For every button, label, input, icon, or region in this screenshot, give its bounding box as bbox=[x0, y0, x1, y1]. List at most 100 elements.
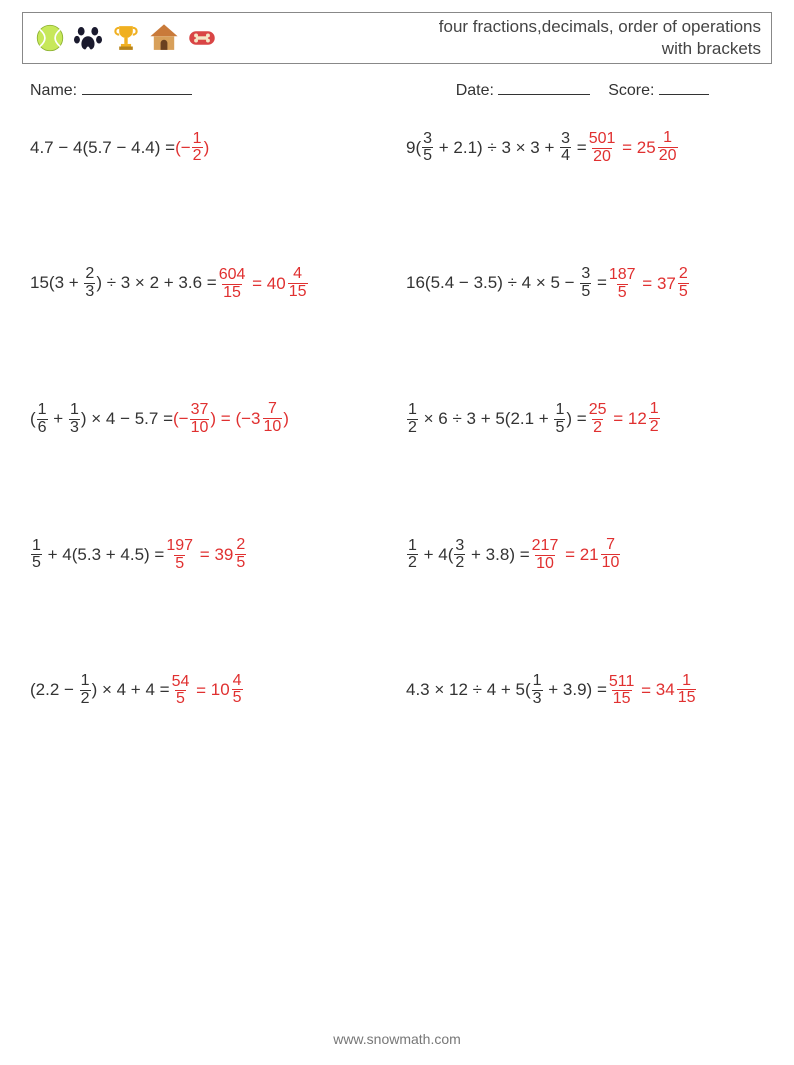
problem-expression: 12 × 6 ÷ 3 + 5(2.1 + 15) = bbox=[406, 402, 587, 437]
fraction: 13 bbox=[69, 402, 80, 437]
problem-answer: 51115 = 34115 bbox=[607, 673, 698, 709]
fraction: 13 bbox=[532, 673, 543, 708]
math-text: 4.3 × 12 ÷ 4 + 5( bbox=[406, 680, 531, 699]
fraction: 3710 bbox=[190, 402, 210, 437]
math-text: + 4( bbox=[419, 544, 454, 563]
title-line2: with brackets bbox=[662, 39, 761, 58]
fraction: 545 bbox=[171, 674, 191, 709]
mixed-fraction: 34115 bbox=[656, 673, 698, 708]
mixed-fraction: 1212 bbox=[628, 401, 661, 436]
info-line: Name: Date: Score: bbox=[30, 80, 764, 100]
problem-4: 16(5.4 − 3.5) ÷ 4 × 5 − 35 = 1875 = 3725 bbox=[406, 266, 764, 302]
math-text: ) bbox=[204, 137, 210, 156]
math-text: (− bbox=[175, 137, 191, 156]
mixed-fraction: 40415 bbox=[267, 266, 309, 301]
problem-answer: 252 = 1212 bbox=[587, 401, 661, 437]
score-label: Score: bbox=[608, 82, 654, 99]
worksheet-title: four fractions,decimals, order of operat… bbox=[439, 16, 761, 60]
math-text: + 2.1) ÷ 3 × 3 + bbox=[434, 137, 559, 156]
problem-expression: 12 + 4(32 + 3.8) = bbox=[406, 538, 530, 573]
math-text: 9( bbox=[406, 137, 421, 156]
math-text: = bbox=[608, 409, 627, 428]
date-blank bbox=[498, 80, 590, 95]
bone-tag-icon bbox=[185, 21, 219, 55]
math-text: (2.2 − bbox=[30, 680, 79, 699]
header-box: four fractions,decimals, order of operat… bbox=[22, 12, 772, 64]
problem-expression: (2.2 − 12) × 4 + 4 = bbox=[30, 673, 170, 708]
fraction: 60415 bbox=[218, 267, 247, 302]
math-text: ) = (− bbox=[210, 409, 251, 428]
math-text: + 3.9) = bbox=[544, 680, 607, 699]
fraction: 35 bbox=[580, 266, 591, 301]
problem-1: 4.7 − 4(5.7 − 4.4) = (−12) bbox=[30, 130, 388, 166]
math-text: + bbox=[49, 409, 68, 428]
score-blank bbox=[659, 80, 709, 95]
math-text: = bbox=[638, 274, 657, 293]
math-text: × 6 ÷ 3 + 5(2.1 + bbox=[419, 409, 554, 428]
math-text: ) ÷ 3 × 2 + 3.6 = bbox=[96, 273, 216, 292]
problem-9: (2.2 − 12) × 4 + 4 = 545 = 1045 bbox=[30, 673, 388, 709]
dog-house-icon bbox=[147, 21, 181, 55]
math-text: (− bbox=[173, 409, 189, 428]
math-text: + 3.8) = bbox=[466, 544, 529, 563]
problems-grid: 4.7 − 4(5.7 − 4.4) = (−12)9(35 + 2.1) ÷ … bbox=[30, 130, 764, 708]
mixed-fraction: 3725 bbox=[657, 266, 690, 301]
problem-answer: (−12) bbox=[175, 131, 209, 166]
problem-7: 15 + 4(5.3 + 4.5) = 1975 = 3925 bbox=[30, 537, 388, 573]
trophy-icon bbox=[109, 21, 143, 55]
fraction: 34 bbox=[560, 131, 571, 166]
mixed-fraction: 1045 bbox=[211, 673, 244, 708]
problem-expression: 15(3 + 23) ÷ 3 × 2 + 3.6 = bbox=[30, 266, 217, 301]
math-text: 16(5.4 − 3.5) ÷ 4 × 5 − bbox=[406, 273, 579, 292]
math-text: ) × 4 − 5.7 = bbox=[81, 409, 173, 428]
math-text: = bbox=[572, 137, 587, 156]
problem-answer: 1875 = 3725 bbox=[607, 266, 690, 302]
problem-expression: (16 + 13) × 4 − 5.7 = bbox=[30, 402, 173, 437]
mixed-fraction: 3925 bbox=[214, 537, 247, 572]
fraction: 16 bbox=[37, 402, 48, 437]
fraction: 12 bbox=[80, 673, 91, 708]
problem-2: 9(35 + 2.1) ÷ 3 × 3 + 34 = 50120 = 25120 bbox=[406, 130, 764, 166]
math-text: 4.7 − 4(5.7 − 4.4) = bbox=[30, 138, 175, 157]
math-text: ) bbox=[283, 409, 289, 428]
problem-5: (16 + 13) × 4 − 5.7 = (−3710) = (−3710) bbox=[30, 401, 388, 437]
math-text: = bbox=[191, 680, 210, 699]
paw-icon bbox=[71, 21, 105, 55]
icon-row bbox=[33, 21, 219, 55]
fraction: 35 bbox=[422, 131, 433, 166]
problem-expression: 15 + 4(5.3 + 4.5) = bbox=[30, 538, 164, 573]
problem-answer: 1975 = 3925 bbox=[164, 537, 247, 573]
footer: www.snowmath.com bbox=[0, 1031, 794, 1047]
name-blank bbox=[82, 80, 192, 95]
date-label: Date: bbox=[456, 82, 494, 99]
name-field: Name: bbox=[30, 80, 456, 100]
mixed-fraction: 3710 bbox=[251, 401, 283, 436]
math-text: = bbox=[636, 680, 655, 699]
fraction: 50120 bbox=[588, 131, 617, 166]
title-line1: four fractions,decimals, order of operat… bbox=[439, 17, 761, 36]
problem-answer: 50120 = 25120 bbox=[587, 130, 679, 166]
math-text: = bbox=[247, 274, 266, 293]
problem-6: 12 × 6 ÷ 3 + 5(2.1 + 15) = 252 = 1212 bbox=[406, 401, 764, 437]
fraction: 12 bbox=[407, 402, 418, 437]
math-text: ( bbox=[30, 409, 36, 428]
math-text: + 4(5.3 + 4.5) = bbox=[43, 544, 164, 563]
problem-expression: 4.7 − 4(5.7 − 4.4) = bbox=[30, 139, 175, 156]
math-text: = bbox=[195, 545, 214, 564]
footer-text: www.snowmath.com bbox=[333, 1031, 461, 1047]
problem-8: 12 + 4(32 + 3.8) = 21710 = 21710 bbox=[406, 537, 764, 573]
tennis-ball-icon bbox=[33, 21, 67, 55]
fraction: 252 bbox=[588, 402, 608, 437]
date-score-field: Date: Score: bbox=[456, 80, 709, 100]
problem-answer: (−3710) = (−3710) bbox=[173, 401, 289, 437]
problem-3: 15(3 + 23) ÷ 3 × 2 + 3.6 = 60415 = 40415 bbox=[30, 266, 388, 302]
math-text: = bbox=[592, 273, 607, 292]
name-label: Name: bbox=[30, 82, 77, 99]
problem-answer: 21710 = 21710 bbox=[530, 537, 622, 573]
mixed-fraction: 21710 bbox=[580, 537, 622, 572]
problem-expression: 9(35 + 2.1) ÷ 3 × 3 + 34 = bbox=[406, 131, 587, 166]
problem-expression: 16(5.4 − 3.5) ÷ 4 × 5 − 35 = bbox=[406, 266, 607, 301]
math-text: ) × 4 + 4 = bbox=[92, 680, 170, 699]
fraction: 15 bbox=[31, 538, 42, 573]
problem-answer: 545 = 1045 bbox=[170, 673, 244, 709]
